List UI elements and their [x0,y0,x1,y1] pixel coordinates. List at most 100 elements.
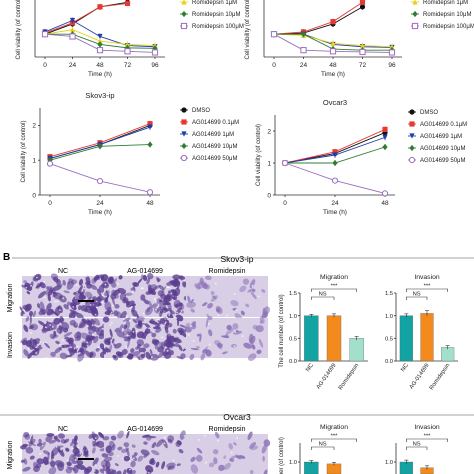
ovcar3-nc-migration-cell [57,462,64,472]
ovcar3-nc-migration-cell [29,455,35,460]
skov3-nc-migration-cell [71,296,76,302]
skov3-nc-invasion-cell [29,323,33,329]
ovcar3-invasion-sig-bracket [406,446,428,450]
skov3-romidepsin-migration-pore [233,293,236,295]
ovcar3-nc-migration-pore [60,448,62,451]
skov3-invasion-sig-label: *** [424,284,432,290]
skov3-col-nc: NC [58,268,68,275]
ovcar3-ag-migration-cell [156,439,164,448]
skov3-ag-invasion-cell [171,343,176,347]
skov3-romidepsin-invasion-cell [225,328,235,335]
ovcar3-ag-migration-cell [161,461,166,470]
skov3-romidepsin-invasion-cell [185,322,191,328]
skov3-ag-invasion-cell [149,318,154,322]
skov3-ag-migration-cell [143,299,150,305]
ovcar3-ag-migration-cell [110,435,117,441]
ovcar3-ag-migration-pore [163,436,166,439]
ovcar3-ag-migration [100,430,186,474]
ovcar3-ag-migration-pore [147,471,150,474]
skov3-romidepsin-invasion-pore [192,339,195,342]
skov3-col-ag: AG-014699 [127,268,163,275]
skov3-ag-invasion-cell [144,323,151,329]
micrograph-images [19,273,271,474]
skov3-romidepsin-invasion-cell [243,342,253,349]
skov3-ag-migration-cell [165,295,174,301]
skov3-ag-migration-cell [174,287,181,297]
ovcar3-ag-migration-cell [102,464,106,472]
skov3-romidepsin-migration-cell [247,288,254,293]
skov3-ag-migration-cell [153,307,159,314]
skov3-migration-y-tick-label: 1.5 [289,291,297,297]
skov3-viability-legend: DMSO AG014699 0.1μM AG014699 1μM AG014699 1… [180,107,239,162]
skov3-ag-migration-cell [173,295,178,301]
ovcar3-romidepsin-migration-cell [218,464,225,472]
skov3-ag-migration-cell [176,282,181,290]
skov3-nc-invasion-cell [87,320,91,324]
ovcar3-nc-migration [20,431,108,474]
skov3-ag-migration-pore [176,311,178,314]
skov3-romidepsin-invasion-pore [188,333,190,336]
skov3-nc-invasion-cell [63,331,73,337]
ovcar3-col-nc: NC [58,426,68,433]
top-left-point [69,17,76,24]
skov3-nc-invasion-cell [53,330,57,337]
skov3-nc-invasion-cell [55,340,61,345]
skov3-nc-invasion-pore [39,340,42,343]
ovcar3-nc-migration-pore [39,452,42,455]
skov3-ag-migration-cell [140,294,146,301]
skov3-nc-invasion-cell [80,349,85,355]
skov3-ag-migration-cell [107,276,115,284]
skov3-nc-migration-cell [85,281,91,285]
skov3-ag-invasion-cell [102,349,107,355]
skov3-nc-invasion-pore [45,356,48,359]
skov3-ag-invasion [102,314,188,361]
ovcar3-nc-migration-cell [49,460,56,468]
skov3-nc-migration-pore [101,301,104,304]
ovcar3-romidepsin-migration-cell [223,462,232,470]
skov3-nc-migration-cell [97,303,102,306]
ovcar3-nc-migration-cell [38,438,42,444]
skov3-romidepsin-invasion [184,315,268,361]
ovcar3-invasion-sig-bracket [406,438,448,442]
ovcar3-ag-migration-pore [129,468,131,471]
ovcar3-nc-migration-pore [55,445,58,448]
skov3-ag-invasion-cell [177,318,180,327]
skov3-nc-migration-cell [63,304,69,310]
skov3-ag-invasion-cell [112,355,119,361]
skov3-nc-invasion-cell [84,350,92,358]
top-left-point [41,31,49,38]
skov3-nc-invasion-cell [61,344,69,349]
skov3-nc-invasion-cell [50,351,56,357]
skov3-ag-invasion-cell [107,339,111,346]
top-left-point [96,47,104,54]
skov3-nc-invasion-cell [46,327,54,331]
skov3-ag-invasion-cell [143,343,150,349]
skov3-ag-migration-cell [110,293,117,300]
skov3-viability-title: Skov3-ip [85,91,114,100]
top-left-point [124,0,131,7]
skov3-nc-invasion-cell [23,324,29,333]
ovcar3-nc-migration-cell [58,433,65,439]
skov3-nc-invasion-pore [61,339,64,342]
skov3-nc-invasion-pore [64,339,67,341]
skov3-romidepsin-migration-cell [207,303,213,309]
top-right-legend: Romidepsin 100nMRomidepsin 1μMRomidepsin… [411,0,474,30]
skov3-invasion-sig-bracket [406,296,428,300]
ovcar3-ag-migration-cell [105,466,111,474]
skov3-ag-migration-cell [111,289,118,296]
top-left-series-line [44,2,128,34]
skov3-nc-migration-cell [77,285,83,294]
ovcar3-viability-y-tick-label: 1 [267,160,271,167]
ovcar3-ag-migration-cell [176,440,182,445]
skov3-nc-invasion-pore [97,346,100,349]
skov3-ag-migration-cell [182,281,187,288]
top-left-x-tick-label: 0 [43,62,47,69]
ovcar3-migration-sig-bracket [311,446,335,450]
ovcar3-nc-migration-cell [30,435,34,443]
ovcar3-romidepsin-migration-cell [228,443,234,450]
ovcar3-romidepsin-migration-cell [249,469,254,474]
top-right-x-tick-label: 48 [329,62,337,69]
skov3-nc-migration-cell [96,288,102,296]
skov3-nc-migration-cell [37,291,46,299]
skov3-romidepsin-migration-cell [250,291,257,300]
